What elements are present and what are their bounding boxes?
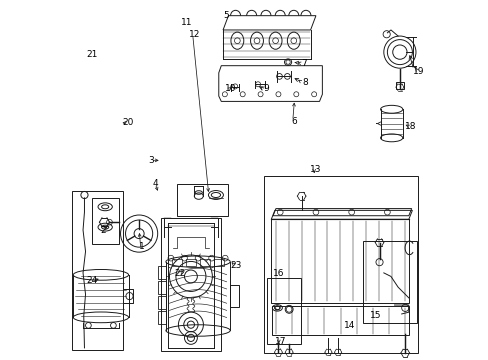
Text: 18: 18 [404,122,415,131]
Text: 9: 9 [263,84,268,93]
Text: 24: 24 [86,276,98,285]
Text: 23: 23 [229,261,241,270]
Text: 20: 20 [122,118,134,127]
Text: 3: 3 [148,156,154,165]
Text: 14: 14 [344,321,355,330]
Text: 8: 8 [302,78,307,87]
Text: 11: 11 [181,18,192,27]
Text: 6: 6 [290,117,296,126]
Text: 7: 7 [301,59,307,68]
Text: 21: 21 [86,50,98,59]
Text: 10: 10 [224,84,236,93]
Text: 19: 19 [412,67,424,76]
Text: 13: 13 [309,165,321,174]
Text: 15: 15 [369,311,381,320]
Text: 4: 4 [152,179,158,188]
Text: 17: 17 [274,337,285,346]
Text: 12: 12 [188,30,200,39]
Text: 2: 2 [101,225,106,234]
Text: 5: 5 [223,11,228,20]
Text: 1: 1 [139,242,144,251]
Text: 22: 22 [174,269,185,278]
Text: 16: 16 [272,269,284,278]
